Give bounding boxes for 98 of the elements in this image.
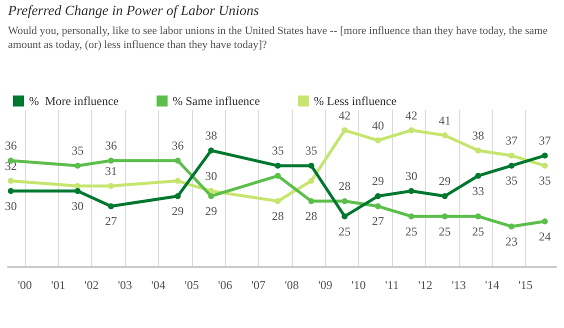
data-label: 30 bbox=[4, 199, 17, 214]
data-label: 25 bbox=[472, 224, 484, 238]
point bbox=[475, 172, 482, 179]
data-label: 29 bbox=[205, 204, 218, 218]
point bbox=[342, 198, 348, 204]
point bbox=[308, 198, 314, 204]
point bbox=[74, 188, 81, 194]
point bbox=[542, 152, 548, 159]
chart-title: Preferred Change in Power of Labor Unions bbox=[8, 4, 259, 20]
x-tick-label: '09 bbox=[318, 278, 332, 292]
data-label: 28 bbox=[305, 209, 318, 224]
data-label: 38 bbox=[472, 128, 484, 143]
point bbox=[508, 223, 514, 230]
point bbox=[108, 158, 114, 164]
data-label: 36 bbox=[172, 138, 184, 153]
point bbox=[375, 203, 381, 210]
x-tick-label: '03 bbox=[118, 278, 132, 292]
point bbox=[475, 148, 482, 154]
point bbox=[208, 148, 214, 154]
data-label: 28 bbox=[272, 209, 284, 224]
point bbox=[208, 193, 214, 200]
point bbox=[408, 213, 414, 220]
x-tick-label: '01 bbox=[51, 278, 66, 292]
data-label: 27 bbox=[372, 214, 384, 228]
chart-subtitle: Would you, personally, like to see labor unions in the United States have -- [more influence than they have today, the same amount as today, (or) less influence than they have today]? bbox=[8, 24, 549, 52]
legend-label: % More influence bbox=[29, 94, 119, 108]
point bbox=[442, 213, 448, 220]
legend-label: % Same influence bbox=[172, 94, 260, 108]
point bbox=[375, 193, 381, 200]
point bbox=[74, 182, 81, 189]
x-tick-label: '13 bbox=[452, 278, 466, 292]
x-tick-label: '02 bbox=[84, 278, 99, 292]
x-tick-label: '07 bbox=[251, 278, 266, 292]
x-tick-label: '00 bbox=[18, 278, 32, 292]
point bbox=[8, 178, 14, 184]
data-label: 24 bbox=[538, 229, 551, 244]
data-label: 30 bbox=[405, 169, 418, 184]
point bbox=[308, 162, 314, 169]
data-label: 35 bbox=[72, 144, 84, 158]
x-tick-label: '10 bbox=[352, 278, 366, 292]
data-label: 42 bbox=[338, 108, 351, 122]
point bbox=[174, 193, 181, 200]
data-label: 36 bbox=[4, 138, 17, 153]
data-label: 31 bbox=[104, 164, 117, 178]
point bbox=[508, 162, 514, 169]
x-tick-label: '06 bbox=[218, 278, 232, 292]
data-label: 25 bbox=[405, 224, 418, 238]
point bbox=[108, 182, 114, 189]
point bbox=[475, 213, 482, 220]
data-label: 30 bbox=[72, 199, 84, 214]
data-label: 35 bbox=[506, 174, 518, 188]
point bbox=[108, 203, 114, 210]
point bbox=[542, 162, 548, 169]
point bbox=[274, 198, 281, 204]
data-label: 37 bbox=[506, 134, 518, 148]
point bbox=[8, 188, 14, 194]
data-label: 29 bbox=[172, 204, 184, 218]
point bbox=[308, 178, 314, 184]
data-label: 40 bbox=[372, 118, 384, 132]
point bbox=[342, 213, 348, 220]
data-label: 33 bbox=[472, 184, 484, 198]
data-label: 27 bbox=[104, 214, 117, 228]
x-tick-label: '11 bbox=[385, 278, 399, 292]
x-tick-label: '08 bbox=[284, 278, 299, 292]
point bbox=[375, 137, 381, 144]
point bbox=[342, 127, 348, 134]
data-label: 23 bbox=[506, 234, 518, 248]
data-label: 42 bbox=[405, 108, 418, 122]
point bbox=[442, 132, 448, 138]
x-tick-label: '14 bbox=[485, 278, 500, 292]
data-label: 37 bbox=[538, 134, 551, 148]
point bbox=[274, 172, 281, 179]
point bbox=[274, 162, 281, 169]
point bbox=[408, 127, 414, 134]
data-label: 30 bbox=[205, 169, 218, 184]
x-tick-label: '12 bbox=[418, 278, 432, 292]
point bbox=[174, 178, 181, 184]
point bbox=[542, 218, 548, 224]
data-label: 29 bbox=[372, 174, 384, 188]
legend-label: % Less influence bbox=[314, 94, 397, 108]
point bbox=[408, 188, 414, 194]
data-label: 35 bbox=[538, 174, 551, 188]
data-label: 35 bbox=[272, 144, 284, 158]
data-label: 35 bbox=[305, 144, 318, 158]
point bbox=[174, 158, 181, 164]
point bbox=[74, 162, 81, 169]
data-label: 28 bbox=[338, 179, 351, 194]
x-tick-label: '05 bbox=[184, 278, 199, 292]
data-label: 25 bbox=[338, 224, 351, 238]
data-label: 41 bbox=[438, 113, 451, 128]
data-label: 38 bbox=[205, 128, 218, 143]
x-tick-label: '04 bbox=[151, 278, 166, 292]
x-tick-label: '15 bbox=[518, 278, 533, 292]
point bbox=[442, 193, 448, 200]
data-label: 36 bbox=[104, 138, 117, 153]
point bbox=[508, 152, 514, 159]
data-label: 25 bbox=[438, 224, 451, 238]
data-label: 29 bbox=[438, 174, 451, 188]
